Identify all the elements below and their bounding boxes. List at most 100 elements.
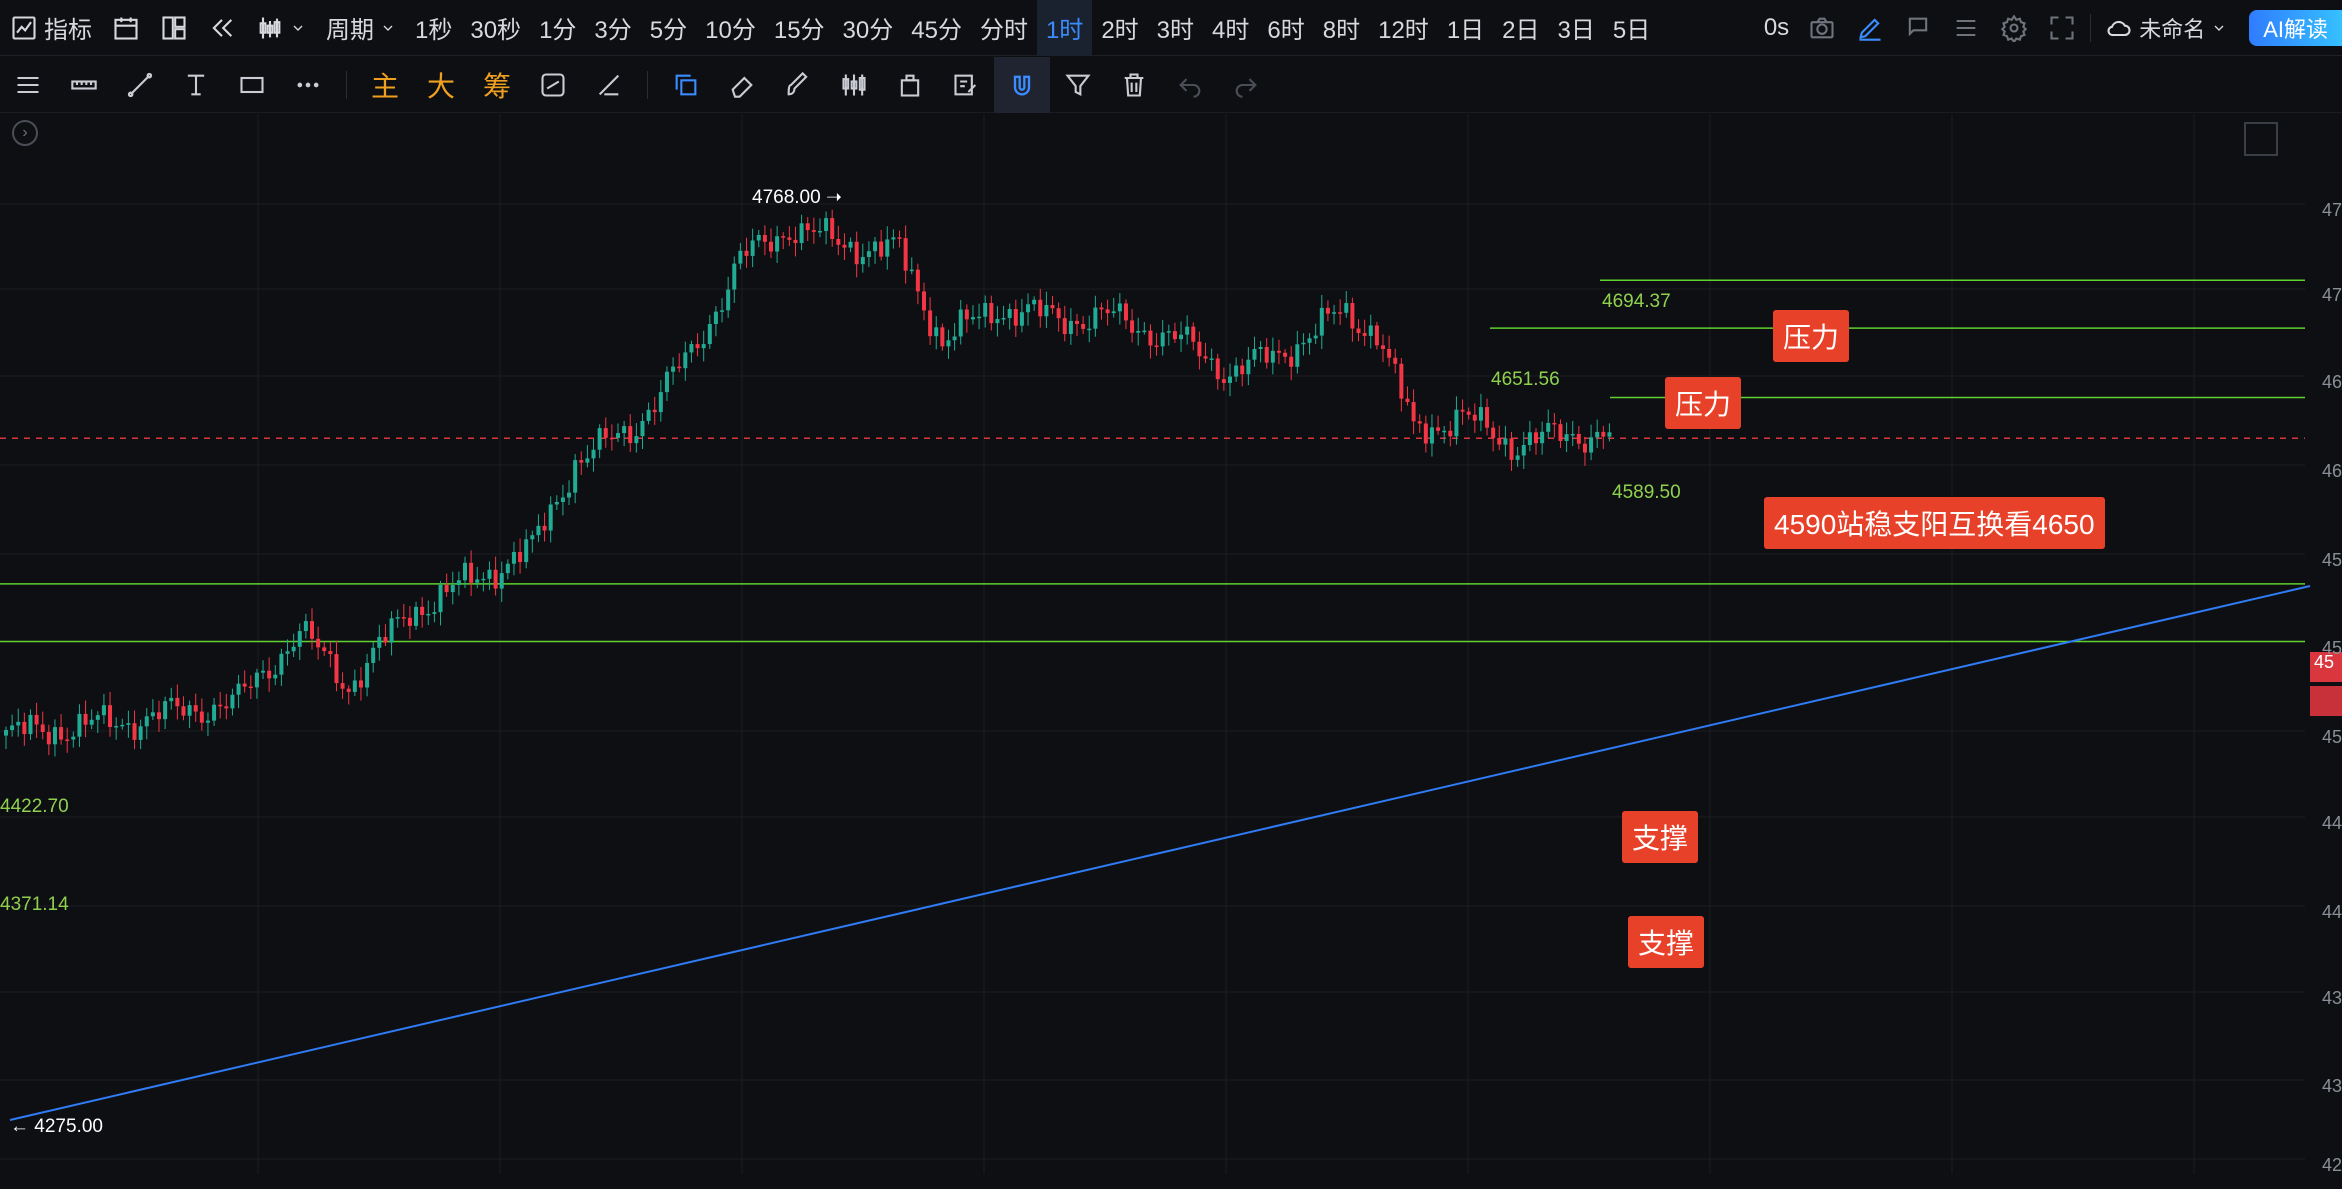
candle-body <box>1521 445 1526 456</box>
candle-body <box>426 613 431 616</box>
support-tag-2[interactable]: 支撑 <box>1628 916 1705 968</box>
magnet-tool[interactable] <box>994 56 1050 113</box>
support-tag-1[interactable]: 支撑 <box>1622 811 1699 863</box>
timeframe-19[interactable]: 3日 <box>1557 17 1595 44</box>
candle-body <box>444 584 449 593</box>
period-dropdown[interactable]: 周期 <box>316 0 406 56</box>
more-tools-button[interactable] <box>280 57 336 113</box>
measure-tool[interactable] <box>581 57 637 113</box>
replay-button[interactable] <box>198 0 246 56</box>
more-icon <box>297 82 319 87</box>
candle-body <box>622 426 627 434</box>
notes-tool[interactable] <box>938 57 994 113</box>
delete-tool[interactable] <box>1106 57 1162 113</box>
candle-body <box>1485 407 1490 428</box>
candle-body <box>505 563 510 574</box>
candle-body <box>1534 432 1538 444</box>
timeframe-1[interactable]: 30秒 <box>470 17 522 44</box>
layout-button[interactable] <box>150 0 198 56</box>
axis-tick-label: 46 <box>2322 461 2342 481</box>
candle-body <box>1387 348 1392 358</box>
text-tool[interactable] <box>168 57 224 113</box>
candle-body <box>1228 376 1232 383</box>
timeframe-5[interactable]: 10分 <box>705 17 756 44</box>
indicator-button[interactable]: 指标 <box>0 0 102 56</box>
filter-tool[interactable] <box>1050 57 1106 113</box>
candle-body <box>254 672 259 688</box>
candle-body <box>1007 309 1012 318</box>
timeframe-0[interactable]: 1秒 <box>415 17 453 44</box>
resistance-tag-2[interactable]: 压力 <box>1665 377 1742 429</box>
screenshot-button[interactable] <box>1798 0 1846 56</box>
save-layout-dropdown[interactable]: 未命名 <box>2095 0 2237 56</box>
menu-button[interactable] <box>0 57 56 113</box>
eraser-icon <box>731 76 753 98</box>
alert-button[interactable] <box>1894 0 1942 56</box>
collapse-legend-button[interactable]: › <box>12 120 38 146</box>
candle-body <box>1172 331 1177 340</box>
topbar-right: 0s 未命名 AI解读 <box>1755 0 2342 56</box>
ai-analysis-button[interactable]: AI解读 <box>2249 10 2342 46</box>
brush-tool[interactable] <box>770 57 826 113</box>
timeframe-11[interactable]: 2时 <box>1101 17 1139 44</box>
eraser-tool[interactable] <box>714 57 770 113</box>
candle-body <box>132 723 137 740</box>
candle-body <box>793 239 798 244</box>
candle-body <box>1301 342 1306 345</box>
timeframe-16[interactable]: 12时 <box>1378 17 1429 44</box>
copy-tool[interactable] <box>658 57 714 113</box>
settings-button[interactable] <box>1990 0 2038 56</box>
resistance-tag-1[interactable]: 压力 <box>1773 310 1850 362</box>
timeframe-9[interactable]: 分时 <box>979 17 1028 44</box>
timeframe-12[interactable]: 3时 <box>1156 17 1195 44</box>
timeframe-7[interactable]: 30分 <box>842 17 894 44</box>
timeframe-3[interactable]: 3分 <box>594 17 632 44</box>
calendar-button[interactable] <box>102 0 150 56</box>
candle-body <box>1075 320 1079 324</box>
chips-button[interactable]: 筹 <box>482 70 511 102</box>
auto-fit-button[interactable] <box>2244 122 2278 156</box>
sync-tool[interactable] <box>525 57 581 113</box>
candle-body <box>420 606 425 615</box>
calendar-icon <box>114 17 138 40</box>
candle-body <box>1185 326 1190 335</box>
timeframe-17[interactable]: 1日 <box>1446 17 1485 44</box>
timeframe-10[interactable]: 1时 <box>1036 0 1093 56</box>
chart-canvas[interactable] <box>0 114 2342 1189</box>
candle-body <box>579 460 584 463</box>
candle-body <box>1423 423 1428 444</box>
rectangle-tool[interactable] <box>224 57 280 113</box>
candle-body <box>1527 432 1532 446</box>
candle-body <box>879 241 884 257</box>
candle-body <box>1093 307 1098 329</box>
candle-body <box>628 426 633 444</box>
compare-tool[interactable] <box>826 57 882 113</box>
candle-body <box>616 433 620 438</box>
undo-button[interactable] <box>1162 57 1218 113</box>
main-chart-button[interactable]: 主 <box>370 70 399 102</box>
candle-body <box>744 250 749 256</box>
chart-type-button[interactable] <box>246 0 316 56</box>
draw-toggle-button[interactable] <box>1846 0 1894 56</box>
fullscreen-button[interactable] <box>2038 0 2086 56</box>
candle-body <box>1350 303 1355 329</box>
pivot-note-tag[interactable]: 4590站稳支阳互换看4650 <box>1764 497 2105 549</box>
timeframe-4[interactable]: 5分 <box>649 17 688 44</box>
timeframe-14[interactable]: 6时 <box>1267 17 1305 44</box>
trendline-tool[interactable] <box>112 57 168 113</box>
price-chart[interactable]: › 4768.00 ➝ ← 4275.00 4694.37 4651.56 45… <box>0 114 2342 1189</box>
timeframe-18[interactable]: 2日 <box>1502 17 1540 44</box>
timeframe-6[interactable]: 15分 <box>773 17 825 44</box>
big-order-button[interactable]: 大 <box>426 70 455 102</box>
lock-tool[interactable] <box>882 57 938 113</box>
axis-tick-label: 47 <box>2322 285 2342 305</box>
redo-button[interactable] <box>1218 57 1274 113</box>
timeframe-20[interactable]: 5日 <box>1612 17 1651 44</box>
object-list-button[interactable] <box>1942 0 1990 56</box>
timeframe-15[interactable]: 8时 <box>1322 17 1361 44</box>
timeframe-13[interactable]: 4时 <box>1212 17 1250 44</box>
ruler-tool[interactable] <box>56 57 112 113</box>
level-r1-price: 4694.37 <box>1602 291 1671 312</box>
timeframe-2[interactable]: 1分 <box>539 17 577 44</box>
timeframe-8[interactable]: 45分 <box>911 17 962 44</box>
